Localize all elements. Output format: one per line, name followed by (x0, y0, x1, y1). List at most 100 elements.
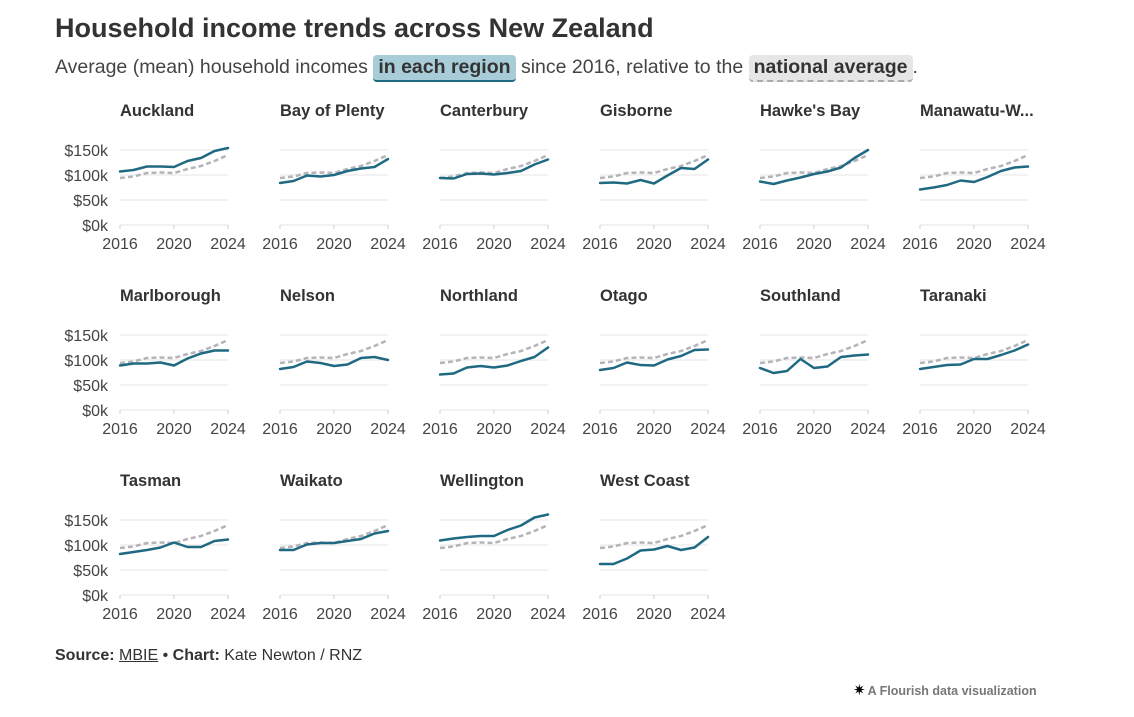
legend-region-pill: in each region (373, 55, 516, 82)
y-tick-label: $150k (64, 143, 109, 160)
panel-title: Wellington (440, 472, 524, 490)
panel-title: Northland (440, 287, 518, 305)
subtitle-text-end: . (912, 56, 918, 78)
x-tick-label: 2016 (902, 236, 938, 253)
flourish-credit[interactable]: ✷ A Flourish data visualization (853, 681, 1037, 699)
region-line-waikato (278, 529, 390, 552)
panel-west-coast: West Coast 2016 2020 2024 (582, 472, 726, 623)
x-tick-label: 2024 (850, 421, 886, 438)
x-tick-label: 2020 (476, 421, 512, 438)
x-tick-label: 2020 (956, 421, 992, 438)
subtitle-text-start: Average (mean) household incomes (55, 56, 374, 78)
national-average-line (279, 523, 389, 550)
x-tick-label: 2016 (262, 236, 298, 253)
x-tick-label: 2024 (1010, 421, 1046, 438)
panel-canterbury: Canterbury 2016 2020 2024 (422, 102, 566, 253)
panel-title: Nelson (280, 287, 335, 305)
national-average-line (119, 523, 229, 550)
national-average-line (599, 338, 709, 365)
source-separator: • (158, 647, 173, 664)
panel-title: Taranaki (920, 287, 987, 305)
panel-title: Waikato (280, 472, 343, 490)
x-tick-label: 2024 (1010, 236, 1046, 253)
x-tick-label: 2020 (796, 421, 832, 438)
region-line-bay-of-plenty (278, 157, 390, 185)
region-line-west-coast (598, 535, 710, 566)
panel-title: West Coast (600, 472, 690, 490)
x-tick-label: 2020 (476, 606, 512, 623)
y-tick-label: $150k (64, 328, 109, 345)
source-link[interactable]: MBIE (119, 647, 159, 664)
x-tick-label: 2024 (370, 421, 406, 438)
region-line-marlborough (118, 349, 230, 367)
x-tick-label: 2016 (102, 606, 138, 623)
x-tick-label: 2020 (316, 606, 352, 623)
subtitle-text-middle: since 2016, relative to the (515, 56, 749, 78)
flourish-credit-text: A Flourish data visualization (867, 684, 1037, 698)
source-line: Source: MBIE • Chart: Kate Newton / RNZ (55, 647, 362, 665)
x-tick-label: 2020 (316, 421, 352, 438)
panel-title: Tasman (120, 472, 181, 490)
panel-title: Auckland (120, 102, 194, 120)
x-tick-label: 2024 (370, 236, 406, 253)
x-tick-label: 2024 (530, 606, 566, 623)
x-tick-label: 2024 (370, 606, 406, 623)
region-line-northland (438, 346, 550, 376)
panel-bay-of-plenty: Bay of Plenty 2016 2020 2024 (262, 102, 406, 253)
x-tick-label: 2024 (210, 606, 246, 623)
national-average-line (919, 338, 1029, 365)
x-tick-label: 2024 (690, 606, 726, 623)
x-tick-label: 2020 (316, 236, 352, 253)
panel-tasman: Tasman 2016 2020 2024 $0k $50k $100k $150k (64, 472, 245, 623)
x-tick-label: 2020 (476, 236, 512, 253)
national-average-line (119, 153, 229, 180)
x-tick-label: 2020 (956, 236, 992, 253)
x-tick-label: 2016 (582, 606, 618, 623)
national-average-line (599, 153, 709, 180)
x-tick-label: 2016 (262, 421, 298, 438)
region-line-hawke-s-bay (758, 148, 870, 186)
panel-title: Marlborough (120, 287, 221, 305)
panel-title: Manawatu-W... (920, 102, 1034, 120)
x-tick-label: 2024 (530, 421, 566, 438)
y-tick-label: $0k (82, 218, 109, 235)
x-tick-label: 2024 (690, 421, 726, 438)
national-average-line (759, 338, 869, 365)
y-tick-label: $50k (73, 193, 109, 210)
panel-title: Otago (600, 287, 648, 305)
panel-manawatu-w: Manawatu-W... 2016 2020 2024 (902, 102, 1046, 253)
national-average-line (759, 153, 869, 180)
chart-label: Chart: (172, 647, 220, 664)
region-line-canterbury (438, 158, 550, 180)
x-tick-label: 2024 (210, 236, 246, 253)
national-average-line (119, 338, 229, 365)
x-tick-label: 2016 (582, 421, 618, 438)
national-average-line (599, 523, 709, 550)
page-subtitle: Average (mean) household incomes in each… (55, 55, 918, 82)
x-tick-label: 2020 (796, 236, 832, 253)
x-tick-label: 2024 (530, 236, 566, 253)
y-tick-label: $150k (64, 513, 109, 530)
x-tick-label: 2016 (902, 421, 938, 438)
region-line-otago (598, 348, 710, 372)
x-tick-label: 2020 (156, 606, 192, 623)
panel-marlborough: Marlborough 2016 2020 2024 $0k $50k $100k $150k (64, 287, 245, 438)
x-tick-label: 2020 (156, 421, 192, 438)
panel-title: Southland (760, 287, 841, 305)
national-average-line (439, 338, 549, 365)
x-tick-label: 2016 (422, 421, 458, 438)
region-line-taranaki (918, 343, 1030, 371)
national-average-line (919, 153, 1029, 180)
panel-title: Hawke's Bay (760, 102, 861, 120)
panel-northland: Northland 2016 2020 2024 (422, 287, 566, 438)
y-tick-label: $100k (64, 353, 109, 370)
y-tick-label: $100k (64, 538, 109, 555)
x-tick-label: 2020 (636, 606, 672, 623)
panel-southland: Southland 2016 2020 2024 (742, 287, 886, 438)
legend-national-pill: national average (748, 55, 913, 82)
x-tick-label: 2020 (636, 421, 672, 438)
national-average-line (439, 523, 549, 550)
flourish-star-icon: ✷ (853, 682, 866, 699)
panel-otago: Otago 2016 2020 2024 (582, 287, 726, 438)
